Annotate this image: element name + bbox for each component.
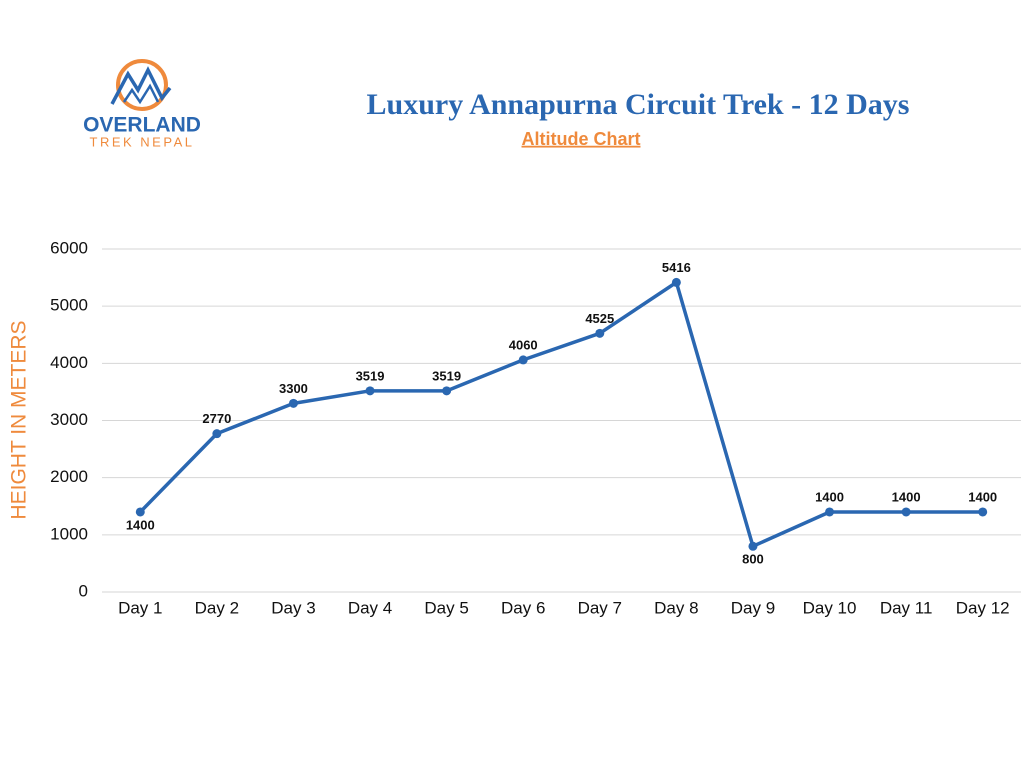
data-point	[825, 507, 835, 517]
data-point	[442, 386, 452, 396]
x-tick-label: Day 2	[195, 598, 239, 617]
data-label: 1400	[126, 517, 155, 532]
logo-name: OVERLAND	[83, 114, 201, 137]
data-label: 1400	[815, 489, 844, 504]
y-tick-label: 3000	[50, 410, 88, 429]
data-point	[518, 355, 528, 365]
logo-mountain	[122, 83, 160, 105]
data-label: 3519	[356, 368, 385, 383]
x-tick-label: Day 1	[118, 598, 162, 617]
data-point	[595, 328, 605, 338]
x-tick-label: Day 3	[271, 598, 315, 617]
x-tick-label: Day 11	[880, 598, 933, 617]
x-tick-label: Day 4	[348, 598, 392, 617]
y-tick-label: 5000	[50, 296, 88, 315]
data-label: 5416	[662, 260, 691, 275]
logo-tagline: TREK NEPAL	[90, 134, 195, 149]
logo-mountain	[110, 66, 172, 105]
data-point	[901, 507, 911, 517]
data-point	[978, 507, 988, 517]
y-tick-label: 6000	[50, 238, 88, 257]
x-tick-label: Day 5	[424, 598, 468, 617]
x-tick-label: Day 7	[578, 598, 622, 617]
x-tick-label: Day 6	[501, 598, 545, 617]
y-tick-label: 2000	[50, 467, 88, 486]
x-tick-label: Day 8	[654, 598, 698, 617]
y-axis-label: HEIGHT IN METERS	[8, 320, 31, 519]
data-point	[135, 507, 145, 517]
data-point	[671, 277, 681, 287]
data-label: 1400	[892, 489, 921, 504]
logo: OVERLAND TREK NEPAL	[83, 59, 201, 149]
chart-title: Luxury Annapurna Circuit Trek - 12 Days	[367, 88, 910, 121]
x-tick-label: Day 12	[956, 598, 1010, 617]
data-label: 4060	[509, 337, 538, 352]
data-point	[748, 541, 758, 551]
y-tick-label: 4000	[50, 353, 88, 372]
data-point	[288, 398, 298, 408]
data-label: 2770	[202, 411, 231, 426]
data-label: 4525	[585, 311, 614, 326]
data-point	[212, 429, 222, 439]
x-tick-label: Day 10	[803, 598, 857, 617]
logo-ring	[116, 59, 168, 111]
data-label: 1400	[968, 489, 997, 504]
data-label: 3519	[432, 368, 461, 383]
chart-subtitle: Altitude Chart	[522, 129, 641, 149]
data-line	[139, 280, 983, 549]
data-label: 3300	[279, 381, 308, 396]
y-tick-label: 0	[79, 581, 88, 600]
data-label: 800	[742, 552, 764, 567]
x-tick-label: Day 9	[731, 598, 775, 617]
data-point	[365, 386, 375, 396]
y-tick-label: 1000	[50, 524, 88, 543]
